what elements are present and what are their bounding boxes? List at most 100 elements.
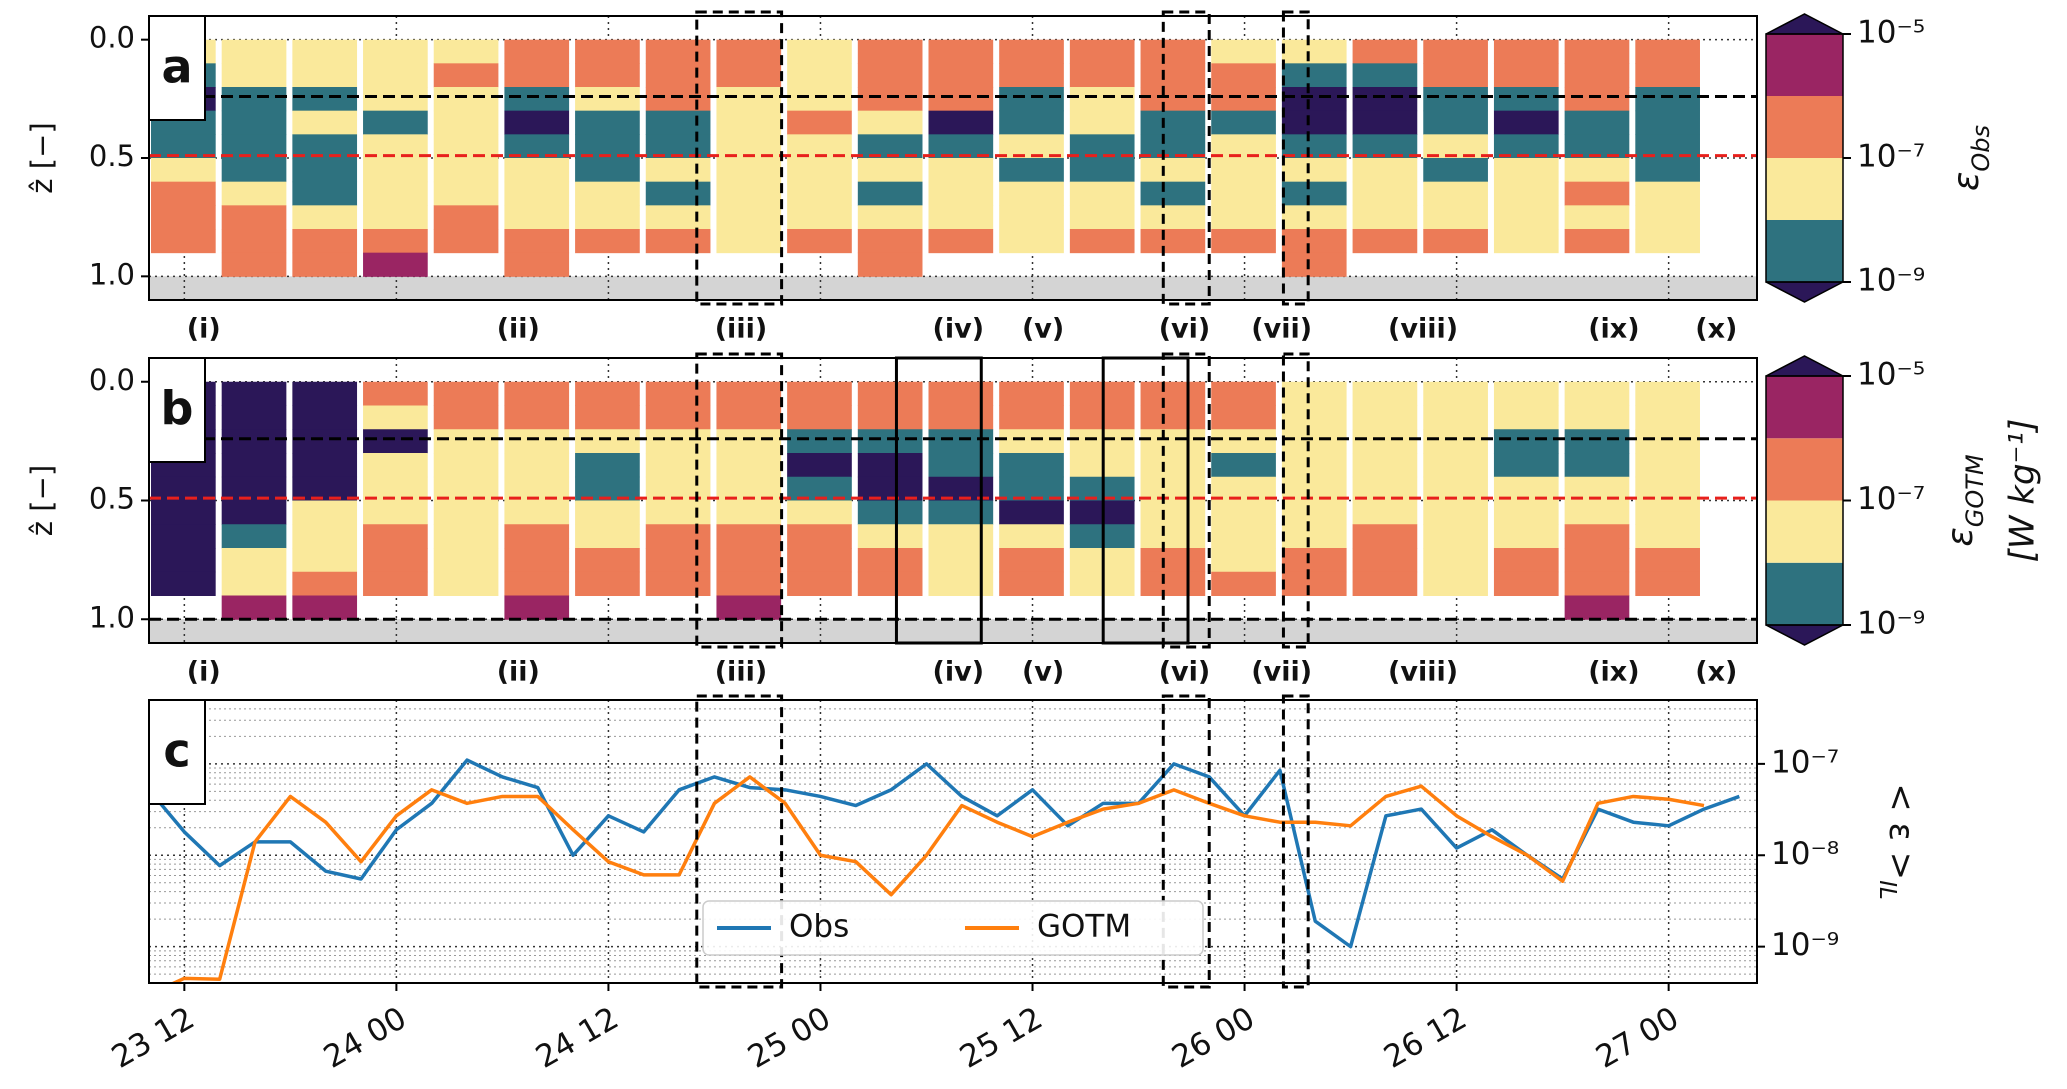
heatmap-cell xyxy=(1281,205,1347,230)
heatmap-cell xyxy=(363,524,428,549)
heatmap-cell xyxy=(857,252,923,277)
heatmap-cell xyxy=(1493,524,1559,549)
heatmap-cell xyxy=(1493,181,1559,206)
heatmap-cell xyxy=(716,429,782,454)
heatmap-cell xyxy=(433,453,499,478)
colorbar-tick-label: 10⁻⁷ xyxy=(1857,481,1925,517)
heatmap-cell xyxy=(928,405,994,430)
heatmap-cell xyxy=(221,252,287,277)
heatmap-cell xyxy=(363,229,428,254)
heatmap-cell xyxy=(292,500,358,525)
heatmap-cell xyxy=(716,548,782,573)
heatmap-cell xyxy=(151,205,216,230)
heatmap-cell xyxy=(1564,87,1630,112)
heatmap-cell xyxy=(1564,110,1630,135)
heatmap-cell xyxy=(504,39,570,64)
heatmap-cell xyxy=(292,229,358,254)
heatmap-cell xyxy=(1211,571,1276,596)
heatmap-cell xyxy=(292,181,358,206)
heatmap-cell xyxy=(1140,381,1206,406)
heatmap-cell xyxy=(716,63,782,88)
heatmap-cell xyxy=(504,381,570,406)
heatmap-cell xyxy=(1423,405,1488,430)
heatmap-cell xyxy=(1493,205,1559,230)
heatmap-cell xyxy=(1635,429,1700,454)
heatmap-cell xyxy=(645,158,711,183)
heatmap-cell xyxy=(504,158,570,183)
period-label: (iv) xyxy=(933,657,985,688)
colorbar-extend xyxy=(1765,13,1844,35)
x-tick-label: 25 12 xyxy=(954,1000,1049,1076)
heatmap-cell xyxy=(221,500,287,525)
heatmap-cell xyxy=(1140,205,1206,230)
heatmap-cell xyxy=(857,181,923,206)
heatmap-cell xyxy=(928,229,994,254)
heatmap-cell xyxy=(363,39,428,64)
heatmap-cell xyxy=(1211,500,1276,525)
period-label: (i) xyxy=(187,314,221,345)
heatmap-cell xyxy=(645,205,711,230)
heatmap-cell xyxy=(1635,205,1700,230)
heatmap-cell xyxy=(1069,63,1135,88)
heatmap-cell xyxy=(575,548,640,573)
y-tick-label: 0.5 xyxy=(89,139,135,173)
heatmap-cell xyxy=(857,229,923,254)
heatmap-cell xyxy=(363,252,428,277)
heatmap-cell xyxy=(292,405,358,430)
heatmap-cell xyxy=(363,205,428,230)
heatmap-cell xyxy=(928,158,994,183)
heatmap-cell xyxy=(928,39,994,64)
heatmap-cell xyxy=(363,571,428,596)
x-tick-label: 26 00 xyxy=(1166,1000,1261,1076)
heatmap-cell xyxy=(433,158,499,183)
heatmap-cell xyxy=(1635,571,1700,596)
heatmap-cell xyxy=(575,39,640,64)
heatmap-cell xyxy=(221,405,287,430)
heatmap-cell xyxy=(1352,429,1418,454)
heatmap-cell xyxy=(1140,110,1206,135)
heatmap-cell xyxy=(787,110,852,135)
heatmap-cell xyxy=(504,571,570,596)
heatmap-cell xyxy=(1423,548,1488,573)
heatmap-cell xyxy=(787,39,852,64)
heatmap-cell xyxy=(292,524,358,549)
heatmap-cell xyxy=(221,39,287,64)
heatmap-cell xyxy=(928,429,994,454)
colorbar-tick-label: 10⁻⁹ xyxy=(1857,263,1925,299)
heatmap-cell xyxy=(999,548,1064,573)
heatmap-cell xyxy=(1069,229,1135,254)
heatmap-cell xyxy=(1493,229,1559,254)
heatmap-cell xyxy=(645,524,711,549)
heatmap-cell xyxy=(1493,571,1559,596)
series-line xyxy=(169,775,1705,983)
period-label: (v) xyxy=(1022,314,1064,345)
heatmap-cell xyxy=(433,229,499,254)
heatmap-cell xyxy=(1069,158,1135,183)
heatmap-cell xyxy=(433,381,499,406)
heatmap-cell xyxy=(1281,405,1347,430)
heatmap-cell xyxy=(1211,548,1276,573)
heatmap-cell xyxy=(363,87,428,112)
colorbar-segment xyxy=(1766,500,1843,563)
heatmap-cell xyxy=(999,453,1064,478)
y-tick-label: 10⁻⁹ xyxy=(1771,927,1839,963)
heatmap-cell xyxy=(575,429,640,454)
heatmap-cell xyxy=(1493,453,1559,478)
heatmap-cell xyxy=(1564,229,1630,254)
heatmap-cell xyxy=(857,571,923,596)
heatmap-cell xyxy=(221,181,287,206)
colorbar-label-subscript: Obs xyxy=(1967,125,1995,172)
heatmap-cell xyxy=(857,110,923,135)
y-tick-label: 1.0 xyxy=(89,257,135,291)
heatmap-cell xyxy=(1564,39,1630,64)
heatmap-cell xyxy=(716,595,782,620)
heatmap-cell xyxy=(645,181,711,206)
period-label: (vi) xyxy=(1159,657,1211,688)
heatmap-cell xyxy=(363,405,428,430)
heatmap-cell xyxy=(1140,571,1206,596)
heatmap-cell xyxy=(1423,87,1488,112)
heatmap-cell xyxy=(928,63,994,88)
heatmap-cell xyxy=(1281,87,1347,112)
highlight-box xyxy=(1161,694,1211,989)
heatmap-cell xyxy=(504,252,570,277)
